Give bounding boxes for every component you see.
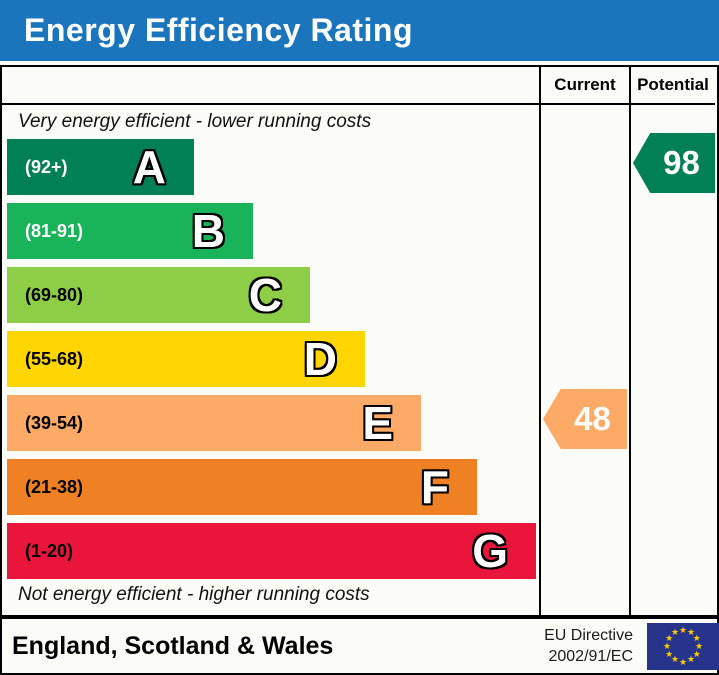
band-f-range: (21-38) xyxy=(25,476,84,497)
band-row-d: (55-68) D xyxy=(7,331,539,387)
band-e-range: (39-54) xyxy=(25,412,84,433)
eu-directive-line1: EU Directive xyxy=(544,627,633,644)
band-f-letter: F xyxy=(420,461,449,513)
band-f-bar: (21-38) F xyxy=(7,459,477,515)
caption-very-efficient: Very energy efficient - lower running co… xyxy=(18,111,372,132)
band-e-bar: (39-54) E xyxy=(7,395,421,451)
band-row-e: (39-54) E xyxy=(7,395,539,451)
band-row-g: (1-20) G xyxy=(7,523,539,579)
rating-bands: (92+) A (81-91) B (69-80) C (55-68) xyxy=(7,139,539,587)
page-title: Energy Efficiency Rating xyxy=(0,0,719,61)
band-b-bar: (81-91) B xyxy=(7,203,253,259)
rating-table: Current Potential Very energy efficient … xyxy=(0,65,719,617)
current-rating-value: 48 xyxy=(574,400,611,437)
band-a-range: (92+) xyxy=(25,156,68,177)
band-b-letter: B xyxy=(191,205,225,257)
caption-not-efficient: Not energy efficient - higher running co… xyxy=(18,584,370,605)
potential-column-border xyxy=(629,67,631,615)
potential-column-header: Potential xyxy=(637,75,709,94)
band-row-b: (81-91) B xyxy=(7,203,539,259)
band-row-a: (92+) A xyxy=(7,139,539,195)
band-row-c: (69-80) C xyxy=(7,267,539,323)
band-g-bar: (1-20) G xyxy=(7,523,536,579)
current-column-border xyxy=(539,67,541,615)
band-a-letter: A xyxy=(132,141,166,193)
band-b-range: (81-91) xyxy=(25,220,84,241)
band-a-bar: (92+) A xyxy=(7,139,194,195)
eu-directive-label: EU Directive 2002/91/EC xyxy=(544,625,633,667)
header-row-divider xyxy=(2,103,715,105)
band-row-f: (21-38) F xyxy=(7,459,539,515)
eu-directive-line2: 2002/91/EC xyxy=(548,648,633,665)
band-c-range: (69-80) xyxy=(25,284,84,305)
band-g-letter: G xyxy=(472,525,508,577)
band-d-letter: D xyxy=(303,333,337,385)
band-c-bar: (69-80) C xyxy=(7,267,310,323)
current-rating-arrow: 48 xyxy=(543,389,627,449)
band-c-letter: C xyxy=(248,269,282,321)
region-label: England, Scotland & Wales xyxy=(12,632,334,660)
potential-rating-arrow: 98 xyxy=(633,133,715,193)
band-d-range: (55-68) xyxy=(25,348,84,369)
current-column-header: Current xyxy=(554,75,616,94)
band-g-range: (1-20) xyxy=(25,540,74,561)
eu-flag-icon: ★ ★ ★ ★ ★ ★ ★ ★ ★ ★ ★ ★ xyxy=(647,623,719,670)
footer: England, Scotland & Wales EU Directive 2… xyxy=(0,617,719,675)
potential-rating-value: 98 xyxy=(663,144,700,181)
band-e-letter: E xyxy=(362,397,393,449)
band-d-bar: (55-68) D xyxy=(7,331,365,387)
